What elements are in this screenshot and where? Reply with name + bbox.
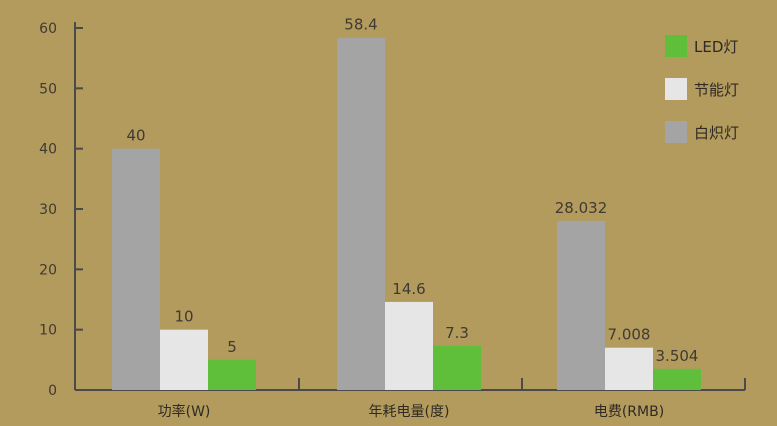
data-label: 7.008 xyxy=(608,326,651,344)
y-tick-label: 50 xyxy=(39,81,57,97)
y-tick-label: 10 xyxy=(39,323,57,339)
y-tick-label: 60 xyxy=(39,21,57,37)
y-tick-label: 30 xyxy=(39,202,57,218)
bar xyxy=(385,301,433,390)
data-label: 7.3 xyxy=(445,324,469,342)
data-label: 5 xyxy=(227,338,237,356)
data-label: 14.6 xyxy=(392,280,425,298)
category-label: 功率(W) xyxy=(158,403,211,420)
bar xyxy=(112,148,160,390)
legend-swatch xyxy=(665,78,687,100)
y-tick-label: 40 xyxy=(39,142,57,158)
bar xyxy=(605,347,653,390)
y-tick-label: 20 xyxy=(39,262,57,278)
bar xyxy=(337,37,385,391)
data-label: 28.032 xyxy=(555,199,608,217)
legend-label: LED灯 xyxy=(694,38,738,56)
legend-label: 节能灯 xyxy=(694,81,739,99)
category-label: 电费(RMB) xyxy=(594,404,664,420)
y-tick-label: 0 xyxy=(48,383,57,399)
bar xyxy=(160,329,208,390)
bar xyxy=(653,368,701,390)
bar xyxy=(433,345,481,390)
bar xyxy=(208,359,256,390)
data-label: 3.504 xyxy=(656,347,699,365)
legend-swatch xyxy=(665,121,687,143)
category-label: 年耗电量(度) xyxy=(369,404,450,420)
data-label: 10 xyxy=(174,308,193,326)
legend-label: 白炽灯 xyxy=(694,124,739,142)
legend-swatch xyxy=(665,35,687,57)
data-label: 58.4 xyxy=(344,16,377,34)
bar xyxy=(557,220,605,390)
data-label: 40 xyxy=(126,127,145,145)
